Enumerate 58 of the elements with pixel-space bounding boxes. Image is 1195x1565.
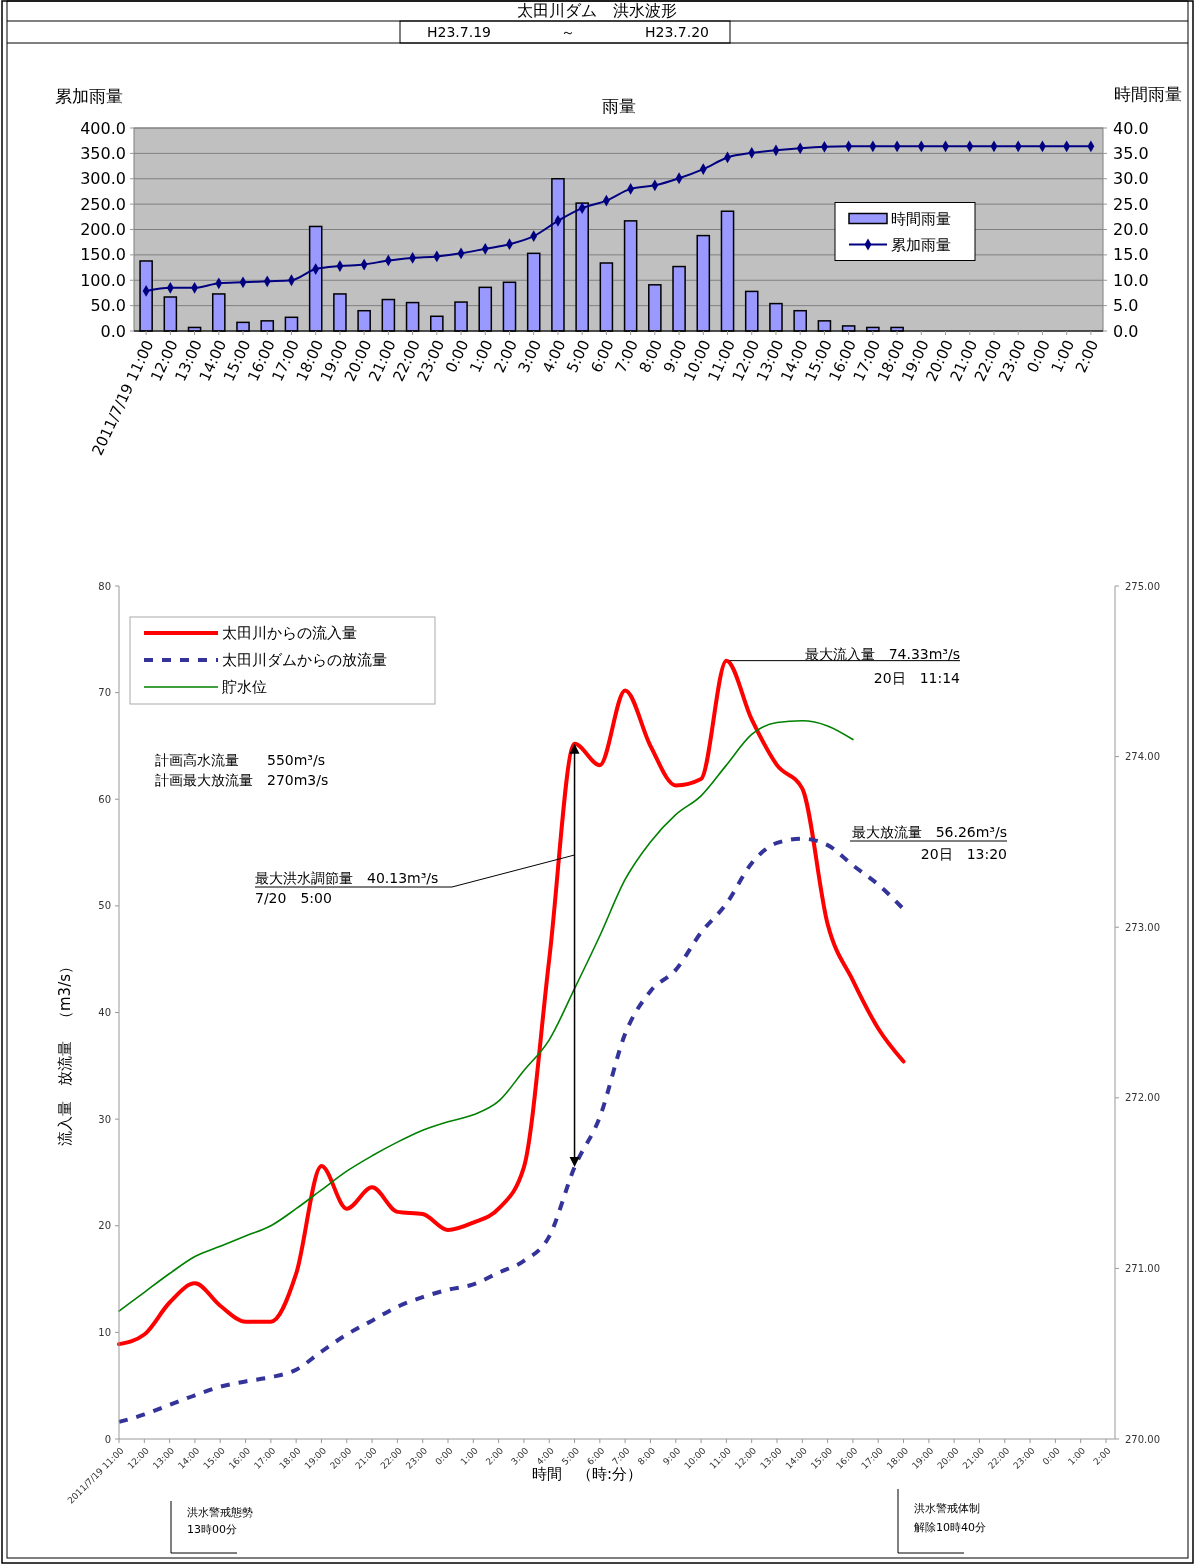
y-tick-label: 40	[98, 1007, 111, 1018]
text: 13時00分	[187, 1523, 237, 1536]
text: H23.7.19 ～ H23.7.20	[427, 24, 709, 40]
annotation: 7/20 5:00	[255, 890, 332, 906]
text: 洪水警戒体制	[914, 1502, 980, 1515]
legend-label: 貯水位	[222, 678, 267, 697]
y2-tick-label: 0.0	[1113, 321, 1139, 341]
y-tick-label: 10	[98, 1326, 111, 1338]
y2-axis-title: 時間雨量	[1114, 84, 1182, 104]
y-tick-label: 350.0	[80, 143, 126, 163]
y2-tick-label: 271.00	[1125, 1262, 1160, 1274]
y-axis-title: 流入量 放流量 （m3/s）	[56, 958, 74, 1147]
y-tick-label: 400.0	[80, 118, 126, 138]
legend-label: 累加雨量	[891, 235, 951, 254]
text: 洪水警戒態勢	[187, 1506, 253, 1519]
y2-tick-label: 10.0	[1113, 270, 1149, 290]
y-tick-label: 50.0	[90, 296, 126, 316]
x-axis-title: 時間 （時:分）	[531, 1465, 643, 1483]
y2-tick-label: 25.0	[1113, 194, 1149, 214]
y-tick-label: 60	[98, 793, 111, 805]
annotation: 計画最大放流量 270m3/s	[155, 772, 329, 788]
chart-title: 雨量	[601, 96, 636, 116]
y2-tick-label: 15.0	[1113, 245, 1149, 265]
y2-tick-label: 275.00	[1125, 580, 1160, 592]
y-tick-label: 200.0	[80, 220, 126, 240]
line-series	[118, 719, 854, 1312]
y-tick-label: 250.0	[80, 194, 126, 214]
annotation: 計画高水流量 550m³/s	[155, 752, 325, 768]
annotation: 最大洪水調節量 40.13m³/s	[255, 870, 439, 886]
y2-tick-label: 30.0	[1113, 169, 1149, 189]
y-tick-label: 50	[98, 900, 111, 912]
y-tick-label: 300.0	[80, 169, 126, 189]
legend-label: 太田川ダムからの放流量	[222, 651, 387, 670]
text: 太田川ダム 洪水波形	[517, 1, 677, 20]
text: 解除10時40分	[914, 1521, 986, 1534]
y-tick-label: 70	[98, 687, 111, 699]
annotation: 最大流入量 74.33m³/s	[804, 645, 960, 662]
y2-tick-label: 274.00	[1125, 751, 1160, 763]
y2-tick-label: 5.0	[1113, 296, 1139, 316]
y2-tick-label: 35.0	[1113, 143, 1149, 163]
y2-tick-label: 272.00	[1125, 1092, 1160, 1104]
y2-tick-label: 273.00	[1125, 921, 1160, 933]
y-tick-label: 100.0	[80, 270, 126, 290]
y2-tick-label: 270.00	[1125, 1433, 1160, 1445]
y2-tick-label: 20.0	[1113, 220, 1149, 240]
legend-label: 時間雨量	[891, 209, 951, 228]
annotation: 20日 11:14	[873, 669, 961, 686]
y-tick-label: 80	[98, 580, 111, 592]
y2-tick-label: 40.0	[1113, 118, 1149, 138]
y-tick-label: 30	[98, 1113, 111, 1125]
y-axis-title: 累加雨量	[55, 86, 123, 106]
y-tick-label: 0.0	[100, 321, 126, 341]
y-tick-label: 150.0	[80, 245, 126, 265]
legend-label: 太田川からの流入量	[222, 624, 357, 643]
annotation: 最大放流量 56.26m³/s	[851, 824, 1007, 840]
y-tick-label: 20	[98, 1220, 111, 1232]
y-tick-label: 0	[104, 1433, 111, 1445]
annotation: 20日 13:20	[920, 846, 1007, 862]
